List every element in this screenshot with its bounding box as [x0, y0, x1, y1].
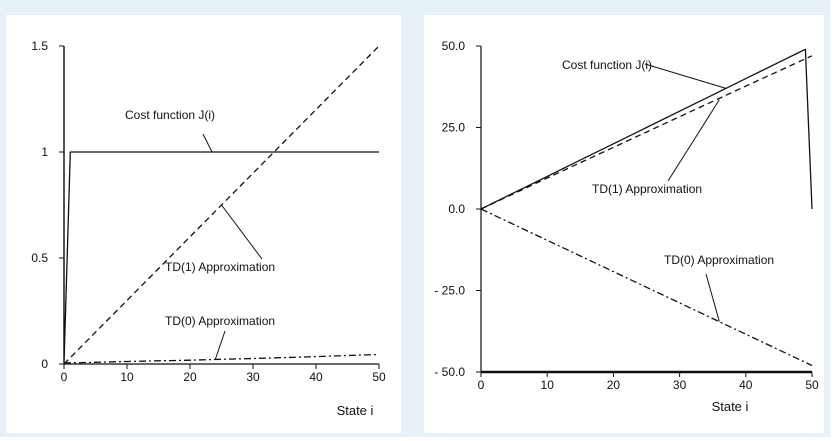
x-tick-label: 30: [246, 370, 260, 384]
y-tick-label: 1.5: [31, 39, 48, 53]
annotation-leader-line: [214, 330, 226, 360]
y-tick-label: 0: [41, 357, 48, 371]
right-chart: 0 10 20 30 40 50 - 50.0 - 25.0 0.0 25.0 50.0 State …: [434, 39, 819, 414]
y-tick-label: 0.0: [448, 202, 465, 216]
series-line-td-1-approximation: [480, 55, 813, 210]
series-line-td-0-approximation: [480, 208, 813, 367]
y-tick-label: 50.0: [442, 39, 466, 53]
annotation-label: Cost function J(i): [125, 108, 215, 122]
annotation-leader-line: [221, 204, 263, 260]
x-tick-label: 20: [183, 370, 197, 384]
x-tick-label: 10: [541, 378, 555, 392]
x-tick-label: 40: [739, 378, 753, 392]
left-panel-background: [6, 15, 401, 433]
y-tick-label: 1: [41, 145, 48, 159]
y-tick-label: 0.5: [31, 251, 48, 265]
x-tick-label: 40: [309, 370, 323, 384]
x-tick-label: 50: [372, 370, 386, 384]
x-tick-label: 50: [805, 378, 819, 392]
right-panel-background: [424, 15, 824, 433]
annotation-label: TD(0) Approximation: [165, 314, 275, 328]
x-tick-label: 30: [673, 378, 687, 392]
annotation-label: TD(1) Approximation: [592, 182, 702, 196]
annotation-leader-line: [644, 63, 727, 89]
annotation-leader-line: [705, 273, 720, 322]
x-axis-title: State i: [712, 399, 749, 414]
x-tick-label: 20: [607, 378, 621, 392]
x-tick-label: 0: [478, 378, 485, 392]
series-line-cost-function-j-i: [63, 46, 379, 365]
x-axis-title: State i: [337, 403, 374, 418]
y-tick-label: - 25.0: [434, 284, 465, 298]
x-tick-label: 10: [120, 370, 134, 384]
series-line-cost-function-j-i: [480, 48, 813, 210]
annotation-leader-line: [667, 99, 720, 182]
x-tick-label: 0: [61, 370, 68, 384]
annotation-label: TD(0) Approximation: [664, 253, 774, 267]
left-chart: 0 10 20 30 40 50 0 0.5 1 1.5 State i Cost function …: [31, 39, 386, 418]
annotation-label: TD(1) Approximation: [165, 260, 275, 274]
y-tick-label: 25.0: [442, 121, 466, 135]
y-tick-label: - 50.0: [434, 365, 465, 379]
annotation-label: Cost function J(i): [562, 58, 652, 72]
annotation-leader-line: [202, 133, 213, 153]
